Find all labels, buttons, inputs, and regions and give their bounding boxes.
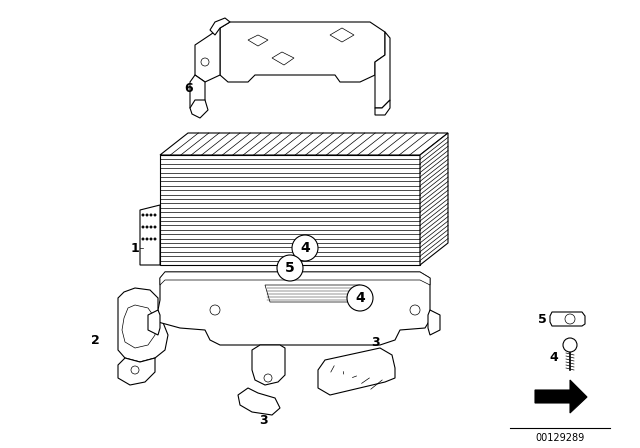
Text: 3: 3 (371, 336, 380, 349)
Circle shape (154, 214, 156, 216)
Polygon shape (160, 272, 430, 285)
Polygon shape (420, 133, 448, 265)
Polygon shape (248, 35, 268, 46)
Circle shape (154, 226, 156, 228)
Circle shape (142, 214, 144, 216)
Circle shape (150, 226, 152, 228)
Polygon shape (160, 155, 420, 265)
Polygon shape (118, 288, 168, 362)
Text: 3: 3 (259, 414, 268, 426)
Circle shape (146, 226, 148, 228)
Circle shape (292, 235, 318, 261)
Text: 5: 5 (538, 313, 547, 326)
Circle shape (146, 238, 148, 240)
Text: 00129289: 00129289 (536, 433, 584, 443)
Polygon shape (158, 272, 430, 345)
Circle shape (264, 374, 272, 382)
Polygon shape (252, 345, 285, 385)
Polygon shape (122, 305, 155, 348)
Circle shape (210, 305, 220, 315)
Text: 2: 2 (91, 333, 99, 346)
Polygon shape (190, 100, 208, 118)
Polygon shape (265, 285, 365, 302)
Polygon shape (375, 32, 390, 108)
Text: 4: 4 (550, 350, 558, 363)
Circle shape (347, 285, 373, 311)
Polygon shape (428, 310, 440, 335)
Polygon shape (238, 388, 280, 415)
Text: 5: 5 (285, 261, 295, 275)
Polygon shape (118, 358, 155, 385)
Polygon shape (375, 100, 390, 115)
Circle shape (565, 314, 575, 324)
Circle shape (142, 238, 144, 240)
Circle shape (154, 238, 156, 240)
Circle shape (201, 58, 209, 66)
Polygon shape (220, 22, 385, 82)
Circle shape (563, 338, 577, 352)
Polygon shape (272, 52, 294, 65)
Polygon shape (148, 310, 160, 335)
Polygon shape (330, 28, 354, 42)
Circle shape (150, 238, 152, 240)
Polygon shape (318, 348, 395, 395)
Text: 4: 4 (355, 291, 365, 305)
Text: 1: 1 (131, 241, 140, 254)
Text: 6: 6 (184, 82, 193, 95)
Circle shape (142, 226, 144, 228)
Polygon shape (190, 75, 205, 108)
Circle shape (146, 214, 148, 216)
Circle shape (410, 305, 420, 315)
Polygon shape (160, 133, 448, 155)
Circle shape (150, 214, 152, 216)
Polygon shape (210, 18, 230, 35)
Polygon shape (550, 312, 585, 326)
Polygon shape (535, 380, 587, 413)
Text: 4: 4 (300, 241, 310, 255)
Circle shape (131, 366, 139, 374)
Polygon shape (140, 205, 160, 265)
Polygon shape (195, 28, 220, 82)
Circle shape (277, 255, 303, 281)
